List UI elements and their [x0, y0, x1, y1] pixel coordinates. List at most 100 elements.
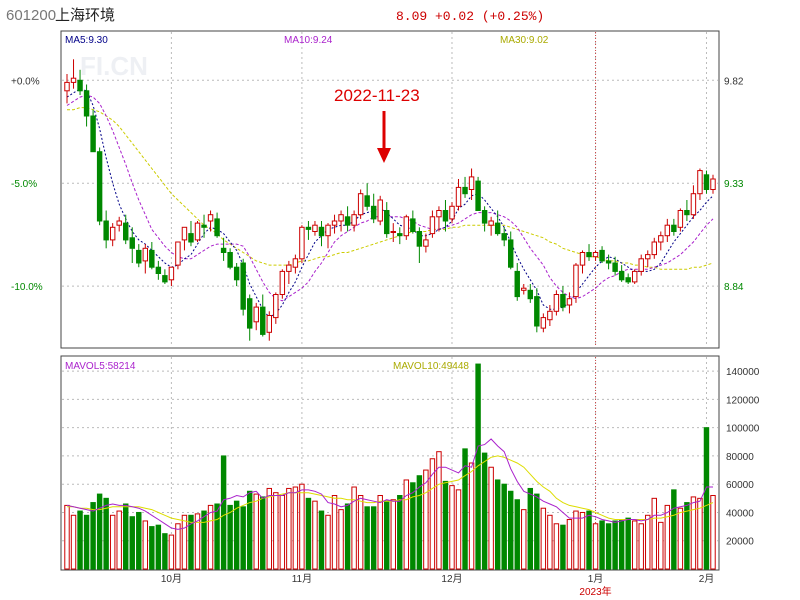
- candle-body: [423, 239, 429, 247]
- candle-body: [579, 252, 586, 266]
- price-grid: [62, 32, 718, 347]
- volume-bar: [325, 514, 331, 570]
- volume-bar: [338, 509, 344, 570]
- candle: [188, 221, 194, 247]
- volume-bar: [553, 523, 560, 570]
- candle: [357, 189, 364, 219]
- candle-body: [436, 210, 442, 218]
- candle-body: [279, 270, 286, 295]
- candle-body: [703, 174, 710, 191]
- volume-bar: [201, 510, 207, 570]
- volume-bar: [129, 516, 135, 570]
- volume-bar: [260, 496, 266, 570]
- annotation-arrow: [377, 111, 391, 163]
- candle: [605, 254, 612, 270]
- candle: [436, 206, 442, 232]
- candle: [625, 273, 631, 284]
- volume-bar: [90, 502, 96, 570]
- candle: [155, 260, 162, 280]
- quote-line: 8.09 +0.02 (+0.25%): [396, 9, 544, 24]
- candle-body: [494, 222, 501, 235]
- volume-bar: [664, 504, 671, 570]
- volume-bars: [64, 363, 716, 570]
- candle-body: [397, 233, 403, 237]
- candle-body: [246, 298, 253, 329]
- volume-ma-lines: [66, 438, 714, 530]
- volume-bar: [194, 513, 201, 570]
- ma10-line: [66, 94, 714, 302]
- volume-bar: [540, 507, 547, 570]
- volume-bar: [344, 503, 351, 570]
- candle: [462, 176, 468, 198]
- volume-bar: [220, 455, 227, 570]
- volume-bar: [534, 493, 540, 570]
- volume-bar: [351, 486, 357, 570]
- candle-body: [618, 270, 625, 281]
- ma30-label: MA30:9.02: [500, 35, 549, 46]
- candle: [103, 210, 109, 249]
- volume-bar: [710, 495, 716, 570]
- candle: [338, 210, 344, 232]
- candle-body: [325, 224, 331, 237]
- candle: [638, 254, 644, 276]
- candle-body: [338, 214, 344, 222]
- candle-body: [710, 178, 716, 190]
- candle: [136, 244, 142, 268]
- volume-bar: [547, 514, 553, 570]
- candle: [292, 254, 299, 274]
- candle: [710, 174, 716, 194]
- candle: [194, 221, 201, 242]
- candle-body: [697, 170, 703, 195]
- candle-body: [560, 294, 566, 308]
- candle: [377, 195, 383, 226]
- candle-body: [527, 289, 534, 300]
- candle-body: [416, 231, 423, 247]
- x-tick-label: 1月: [588, 573, 604, 585]
- candle-body: [136, 249, 142, 264]
- volume-bar: [442, 480, 449, 570]
- volume-bar: [671, 489, 677, 570]
- volume-bar: [703, 427, 710, 570]
- candle-body: [123, 222, 129, 241]
- volume-bar: [416, 475, 423, 570]
- volume-bar: [331, 495, 338, 570]
- volume-bar: [645, 514, 651, 570]
- candle: [325, 223, 331, 249]
- candle: [240, 258, 246, 316]
- mavol10-line: [67, 455, 714, 523]
- volume-bar: [142, 520, 149, 570]
- candle: [266, 311, 273, 341]
- candle: [534, 288, 540, 333]
- volume-axis-labels: 140000 120000 100000 80000 60000 40000 20000: [726, 367, 760, 548]
- volume-bar: [566, 519, 573, 570]
- volume-bar: [357, 495, 364, 570]
- candle: [501, 227, 507, 247]
- volume-bar: [370, 506, 377, 570]
- volume-bar: [560, 524, 566, 570]
- candle: [364, 183, 370, 211]
- volume-bar: [631, 520, 638, 570]
- volume-bar: [403, 479, 410, 570]
- candle-body: [521, 287, 527, 291]
- volume-bar: [83, 514, 90, 570]
- candle-body: [390, 231, 396, 233]
- candle-body: [109, 226, 116, 241]
- candle-body: [684, 210, 690, 216]
- candle: [645, 250, 651, 268]
- volume-bar: [64, 504, 70, 570]
- candle: [514, 263, 520, 301]
- candle: [481, 206, 488, 232]
- volume-tick-label: 120000: [726, 395, 760, 406]
- candle-body: [142, 247, 149, 262]
- candle: [494, 210, 501, 236]
- candle: [109, 223, 116, 247]
- volume-bar: [494, 479, 501, 570]
- volume-bar: [70, 514, 77, 570]
- year-label: 2023年: [579, 585, 611, 598]
- candle-body: [162, 275, 168, 283]
- candle: [384, 202, 390, 238]
- candle-body: [501, 233, 507, 241]
- candle: [201, 214, 207, 238]
- candle-body: [305, 226, 312, 230]
- candle: [253, 302, 259, 331]
